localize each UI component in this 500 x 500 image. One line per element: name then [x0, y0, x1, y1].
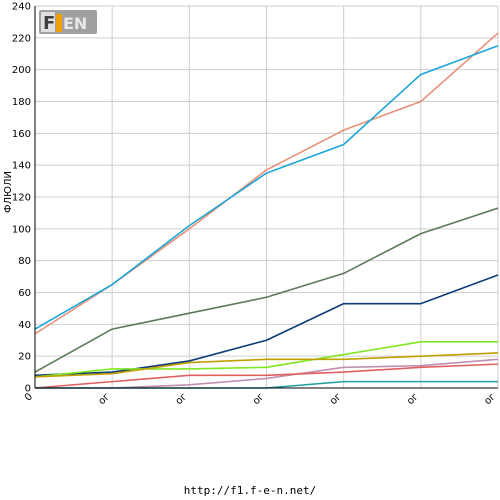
- series-line: [34, 45, 499, 330]
- x-tick-label: ог: [251, 391, 267, 407]
- y-tick-label: 240: [12, 2, 31, 13]
- series-line: [34, 363, 499, 389]
- y-tick-label: 40: [18, 320, 31, 331]
- x-tick-label: ог: [405, 391, 421, 407]
- x-tick-label: ог: [482, 391, 498, 407]
- grid: [34, 5, 499, 389]
- svg-text:EN: EN: [63, 14, 87, 33]
- series-line: [34, 207, 499, 373]
- y-tick-label: 60: [18, 288, 31, 299]
- svg-text:F: F: [43, 13, 55, 34]
- y-tick-label: 160: [12, 129, 31, 140]
- footer-url[interactable]: http://f1.f-e-n.net/: [183, 484, 317, 497]
- series-line: [34, 352, 499, 378]
- x-tick-label: ог: [328, 391, 344, 407]
- series-line: [34, 274, 499, 377]
- y-tick-label: 180: [12, 97, 31, 108]
- x-tick-labels: 0 ог ог ог ог ог ог: [23, 391, 498, 407]
- y-tick-label: 120: [12, 193, 31, 204]
- y-tick-label: 0: [25, 384, 31, 395]
- y-tick-label: 20: [18, 352, 31, 363]
- x-tick-label: ог: [174, 391, 190, 407]
- x-tick-label: ог: [96, 391, 112, 407]
- axes: [34, 6, 498, 389]
- x-tick-label: 0: [23, 391, 35, 403]
- y-tick-label: 200: [12, 65, 31, 76]
- y-tick-labels: 0 20 40 60 80 100 120 140 160 180 200 220 240: [12, 2, 31, 395]
- series-line: [34, 341, 498, 378]
- y-tick-label: 100: [12, 224, 31, 235]
- y-tick-label: 80: [18, 256, 31, 267]
- y-tick-label: 140: [12, 161, 31, 172]
- y-tick-label: 220: [12, 33, 31, 44]
- f1en-logo: F EN: [39, 8, 99, 38]
- y-axis-label: ФЛЮЛИ: [3, 171, 14, 213]
